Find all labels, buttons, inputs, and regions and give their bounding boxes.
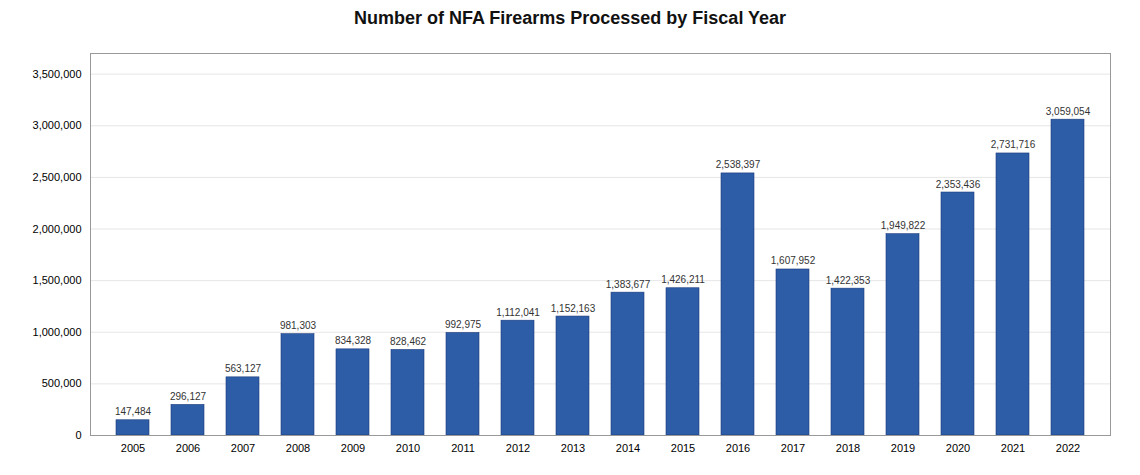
svg-text:500,000: 500,000 <box>42 377 82 389</box>
svg-text:147,484: 147,484 <box>115 406 152 417</box>
svg-text:1,426,211: 1,426,211 <box>661 274 705 285</box>
svg-text:2018: 2018 <box>836 442 860 454</box>
svg-text:828,462: 828,462 <box>390 336 427 347</box>
svg-text:1,500,000: 1,500,000 <box>33 274 82 286</box>
svg-text:563,127: 563,127 <box>225 363 262 374</box>
svg-text:2007: 2007 <box>231 442 255 454</box>
svg-text:2017: 2017 <box>781 442 805 454</box>
html-text:Number of NFA Firearms Process: Number of NFA Firearms Processed by Fisc… <box>353 8 787 28</box>
svg-text:2006: 2006 <box>176 442 200 454</box>
svg-text:1,000,000: 1,000,000 <box>33 326 82 338</box>
svg-text:2022: 2022 <box>1056 442 1080 454</box>
svg-text:2014: 2014 <box>616 442 640 454</box>
svg-text:2010: 2010 <box>396 442 420 454</box>
svg-text:3,000,000: 3,000,000 <box>33 119 82 131</box>
svg-text:1,607,952: 1,607,952 <box>771 255 816 266</box>
svg-text:2,731,716: 2,731,716 <box>991 139 1036 150</box>
svg-text:2,538,397: 2,538,397 <box>716 159 761 170</box>
svg-text:2015: 2015 <box>671 442 695 454</box>
svg-text:0: 0 <box>75 429 81 441</box>
svg-text:1,152,163: 1,152,163 <box>551 303 596 314</box>
svg-text:981,303: 981,303 <box>280 320 317 331</box>
svg-text:2,000,000: 2,000,000 <box>33 223 82 235</box>
svg-text:2016: 2016 <box>726 442 750 454</box>
svg-text:2021: 2021 <box>1001 442 1025 454</box>
svg-text:2009: 2009 <box>341 442 365 454</box>
svg-text:1,949,822: 1,949,822 <box>881 220 926 231</box>
svg-text:1,112,041: 1,112,041 <box>496 307 540 318</box>
svg-text:2012: 2012 <box>506 442 530 454</box>
svg-text:834,328: 834,328 <box>335 335 372 346</box>
svg-text:992,975: 992,975 <box>445 319 482 330</box>
svg-text:2005: 2005 <box>121 442 145 454</box>
svg-text:2,353,436: 2,353,436 <box>936 179 981 190</box>
svg-text:3,059,054: 3,059,054 <box>1046 106 1091 117</box>
svg-text:2008: 2008 <box>286 442 310 454</box>
svg-text:1,383,677: 1,383,677 <box>606 279 651 290</box>
svg-text:1,422,353: 1,422,353 <box>826 275 871 286</box>
svg-text:2,500,000: 2,500,000 <box>33 171 82 183</box>
svg-text:296,127: 296,127 <box>170 391 207 402</box>
svg-text:3,500,000: 3,500,000 <box>33 68 82 80</box>
svg-text:2013: 2013 <box>561 442 585 454</box>
svg-text:2011: 2011 <box>451 442 475 454</box>
svg-text:2019: 2019 <box>891 442 915 454</box>
svg-text:2020: 2020 <box>946 442 970 454</box>
